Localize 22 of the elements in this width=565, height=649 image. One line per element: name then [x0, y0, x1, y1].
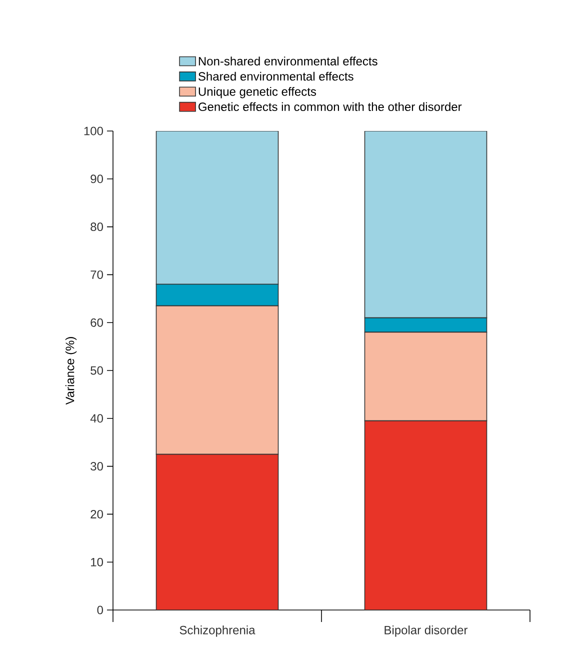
legend-label: Unique genetic effects [198, 87, 316, 98]
y-tick-label: 10 [91, 558, 103, 566]
y-tick-label: 70 [90, 270, 103, 279]
x-tick-label: Bipolar disorder [384, 626, 468, 637]
bar [364, 131, 488, 318]
legend-label: Shared environmental effects [198, 72, 354, 81]
y-tick-label: 80 [90, 222, 103, 232]
y-tick-label: 40 [90, 414, 103, 423]
bar [156, 131, 279, 285]
legend-label: Non-shared environmental effects [198, 56, 378, 66]
x-tick-label: Schizophrenia [180, 626, 256, 637]
y-tick-label: 20 [90, 510, 103, 518]
y-tick-label: 50 [90, 366, 103, 375]
bar [156, 454, 279, 610]
legend-label: Genetic effects in common with the other disorder [198, 102, 462, 112]
y-tick-label: 100 [84, 126, 103, 136]
y-tick-label: 60 [90, 318, 103, 327]
y-tick-label: 30 [90, 462, 103, 471]
y-tick-label: 90 [90, 174, 103, 184]
y-tick-label: 0 [97, 606, 103, 614]
y-axis-title: Variance (%) [65, 337, 77, 405]
bar [364, 420, 488, 610]
